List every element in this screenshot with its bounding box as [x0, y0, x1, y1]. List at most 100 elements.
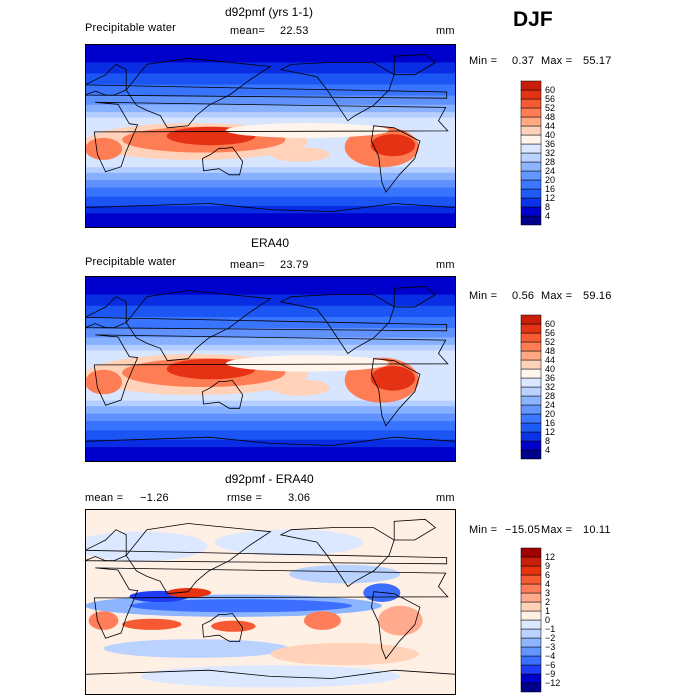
panel3-max-value: 10.11 [583, 524, 611, 536]
colorbar-swatch [520, 80, 542, 91]
panel3-min-label: Min = [469, 524, 498, 536]
coastline [85, 296, 448, 332]
colorbar-swatch [520, 664, 542, 675]
panel3-rmse-value: 3.06 [288, 492, 311, 504]
panel1-units: mm [436, 25, 455, 37]
colorbar-tick-label: 44 [545, 121, 555, 131]
coastline [125, 290, 272, 362]
colorbar-swatch [520, 386, 542, 397]
colorbar-swatch [520, 431, 542, 442]
panel3-mean-label: mean = [85, 492, 124, 504]
colorbar-swatch [520, 215, 542, 226]
panel2-map [85, 276, 456, 462]
colorbar-swatch [520, 134, 542, 145]
coastline [371, 591, 421, 660]
map-field-blob [225, 123, 390, 138]
panel3-title: d92pmf - ERA40 [225, 472, 314, 486]
panel3-rmse-label: rmse = [227, 492, 263, 504]
colorbar-swatch [520, 449, 542, 460]
map-field-blob [122, 618, 182, 630]
colorbar-swatch [520, 619, 542, 630]
colorbar-swatch [520, 440, 542, 451]
colorbar-swatch [520, 170, 542, 181]
colorbar-swatch [520, 350, 542, 361]
map-field-blob [85, 369, 123, 395]
panel2-mean-label: mean= [230, 259, 265, 271]
colorbar-tick-label: 16 [545, 184, 555, 194]
coastline [125, 57, 272, 129]
colorbar-tick-label: 44 [545, 355, 555, 365]
coastline [125, 523, 272, 595]
colorbar-tick-label: 8 [545, 436, 550, 446]
colorbar-swatch [520, 152, 542, 163]
colorbar-swatch [520, 89, 542, 100]
colorbar-swatch [520, 332, 542, 343]
colorbar-tick-label: 32 [545, 148, 555, 158]
map-field-blob [225, 355, 390, 372]
colorbar-swatch [520, 565, 542, 576]
colorbar-tick-label: 36 [545, 373, 555, 383]
map-field-blob [289, 564, 401, 584]
colorbar-swatch [520, 341, 542, 352]
colorbar-swatch [520, 592, 542, 603]
coastline [202, 379, 244, 409]
panel1-min-label: Min = [469, 55, 498, 67]
colorbar-tick-label: 52 [545, 103, 555, 113]
colorbar-swatch [520, 143, 542, 154]
colorbar-swatch [520, 395, 542, 406]
map-field-blob [166, 588, 212, 598]
colorbar-tick-label: 52 [545, 337, 555, 347]
colorbar-swatch [520, 377, 542, 388]
colorbar-tick-label: 4 [545, 579, 550, 589]
colorbar-tick-label: 28 [545, 391, 555, 401]
coastline [85, 203, 456, 213]
coastline [279, 62, 395, 122]
map-field-blob [211, 620, 256, 632]
panel3-min-value: −15.05 [505, 524, 541, 536]
colorbar-tick-label: 0 [545, 615, 550, 625]
colorbar-tick-label: 24 [545, 166, 555, 176]
coastline [202, 146, 244, 176]
coastline [85, 436, 456, 446]
colorbar-tick-label: 9 [545, 561, 550, 571]
colorbar-swatch [520, 161, 542, 172]
panel1-map [85, 44, 456, 228]
coastline [371, 358, 421, 427]
panel1-max-label: Max = [541, 55, 573, 67]
colorbar-swatch [520, 359, 542, 370]
coastline [202, 612, 244, 642]
colorbar-swatch [520, 404, 542, 415]
panel2-variable-label: Precipitable water [85, 256, 177, 268]
colorbar-tick-label: 2 [545, 597, 550, 607]
colorbar-tick-label: 12 [545, 552, 555, 562]
colorbar-tick-label: 8 [545, 202, 550, 212]
colorbar-tick-label: 56 [545, 328, 555, 338]
panel2-title: ERA40 [251, 236, 290, 250]
panel3-max-label: Max = [541, 524, 573, 536]
colorbar-swatch [520, 116, 542, 127]
panel2-max-value: 59.16 [583, 290, 612, 302]
panel1-title: d92pmf (yrs 1-1) [225, 5, 314, 19]
colorbar-tick-label: 1 [545, 606, 550, 616]
colorbar-swatch [520, 628, 542, 639]
colorbar-tick-label: 12 [545, 427, 555, 437]
coastline [279, 294, 395, 355]
coastline [279, 527, 395, 588]
coastline [393, 53, 437, 76]
colorbar-tick-label: 12 [545, 193, 555, 203]
panel1-min-value: 0.37 [512, 55, 535, 67]
colorbar-swatch [520, 125, 542, 136]
colorbar-tick-label: 24 [545, 400, 555, 410]
panel2-mean-value: 23.79 [280, 259, 309, 271]
colorbar-tick-label: −3 [545, 642, 555, 652]
colorbar-tick-label: 16 [545, 418, 555, 428]
map-field-blob [270, 379, 330, 396]
panel1-mean-value: 22.53 [280, 25, 309, 37]
colorbar-tick-label: 20 [545, 175, 555, 185]
colorbar-tick-label: −2 [545, 633, 555, 643]
colorbar-swatch [520, 197, 542, 208]
colorbar-tick-label: 40 [545, 364, 555, 374]
colorbar-tick-label: 28 [545, 157, 555, 167]
